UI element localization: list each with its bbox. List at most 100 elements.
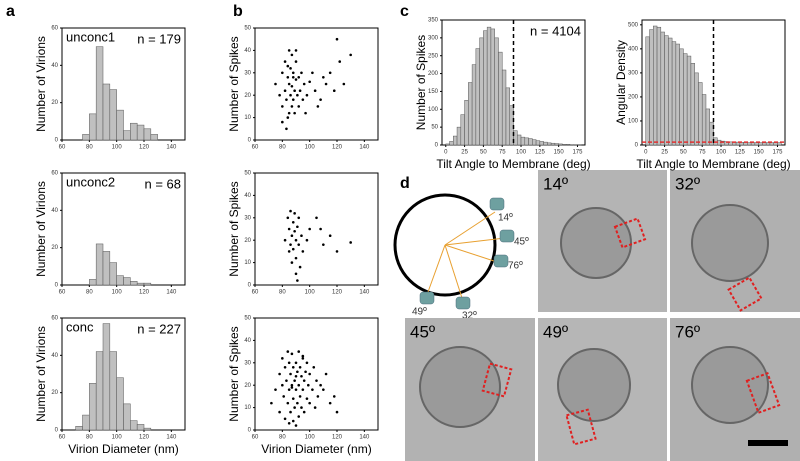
x-tick-label: 25 [661, 150, 668, 156]
point [278, 93, 281, 97]
y-tick-label: 0 [55, 283, 59, 289]
point [322, 243, 325, 246]
point [304, 370, 307, 374]
tomogram-label: 45º [410, 322, 435, 341]
point [308, 227, 311, 231]
y-tick-label: 0 [55, 138, 59, 144]
bar [109, 351, 117, 431]
y-axis-label: Number of Spikes [414, 35, 428, 130]
point [293, 229, 296, 233]
point [289, 67, 292, 70]
n-label: n = 68 [144, 176, 181, 191]
point [290, 234, 294, 238]
bar [694, 72, 699, 146]
x-tick-label: 100 [112, 435, 123, 441]
scale-bar [748, 440, 788, 446]
point [308, 80, 311, 84]
y-tick-label: 40 [244, 338, 251, 344]
plot-frame [254, 317, 379, 431]
point [287, 250, 291, 253]
y-axis-label: Number of Spikes [227, 181, 241, 276]
point [305, 397, 309, 400]
bar [109, 89, 117, 141]
point [293, 406, 296, 409]
y-tick-label: 200 [628, 95, 639, 101]
diagram: 14º 45º 76º 49º 32º [393, 193, 529, 322]
x-axis-label: Tilt Angle to Membrane (deg) [436, 157, 590, 171]
bar [116, 109, 124, 141]
bar [686, 55, 692, 146]
x-tick-label: 80 [279, 290, 286, 296]
y-tick-label: 20 [51, 390, 58, 396]
point [324, 372, 328, 376]
bar [668, 37, 673, 146]
x-tick-label: 150 [554, 150, 565, 156]
bar [130, 122, 138, 141]
point [335, 37, 339, 41]
point [281, 105, 284, 108]
point [316, 395, 320, 398]
y-tick-label: 500 [628, 22, 639, 28]
bar [773, 142, 778, 146]
y-tick-label: 50 [431, 125, 438, 131]
bar [143, 128, 152, 141]
point [283, 238, 287, 242]
y-tick-label: 20 [51, 100, 58, 106]
annotation: conc [66, 319, 94, 334]
y-tick-label: 300 [628, 70, 639, 76]
bar [130, 281, 138, 286]
point [302, 410, 306, 414]
angle-label: 45º [514, 237, 529, 248]
x-tick-label: 60 [252, 435, 259, 441]
x-tick-label: 80 [279, 145, 286, 151]
x-tick-label: 50 [680, 150, 687, 156]
bar [116, 275, 124, 286]
y-tick-label: 10 [244, 115, 251, 121]
bar [524, 137, 529, 146]
y-tick-label: 60 [51, 316, 58, 322]
x-tick-label: 80 [86, 435, 93, 441]
point [296, 370, 299, 374]
point [297, 415, 301, 418]
panel-label: c [400, 3, 409, 20]
point [294, 424, 298, 427]
bar [483, 30, 488, 146]
angle-label: 76º [508, 261, 523, 272]
point [286, 401, 290, 405]
bar [89, 383, 97, 431]
point [315, 216, 318, 220]
bar [690, 63, 695, 146]
y-tick-label: 60 [51, 171, 58, 177]
bar [501, 69, 507, 146]
x-tick-label: 140 [359, 435, 370, 441]
y-tick-label: 0 [248, 138, 252, 144]
bar [750, 142, 756, 146]
bar [671, 41, 677, 146]
n-label: n = 179 [137, 31, 181, 46]
y-tick-label: 30 [244, 215, 251, 221]
y-axis-label: Number of Virions [34, 36, 48, 132]
point [298, 89, 302, 93]
point [300, 234, 303, 238]
point [294, 78, 298, 81]
point [289, 372, 292, 376]
point [287, 111, 291, 115]
tomograms: 14º 32º 45º 49º 76º [405, 170, 800, 461]
bar [494, 37, 499, 146]
y-tick-label: 60 [51, 26, 58, 32]
bar [547, 142, 552, 146]
bar [505, 87, 510, 146]
point [283, 417, 287, 421]
point [328, 234, 332, 238]
point [290, 53, 294, 57]
point [338, 60, 342, 63]
point [283, 89, 287, 93]
x-tick-label: 140 [166, 145, 177, 151]
point [316, 105, 320, 108]
bar [705, 108, 710, 146]
bar [777, 142, 782, 146]
point [307, 383, 310, 387]
x-tick-label: 120 [139, 145, 150, 151]
bar [123, 403, 131, 431]
point [283, 60, 287, 63]
